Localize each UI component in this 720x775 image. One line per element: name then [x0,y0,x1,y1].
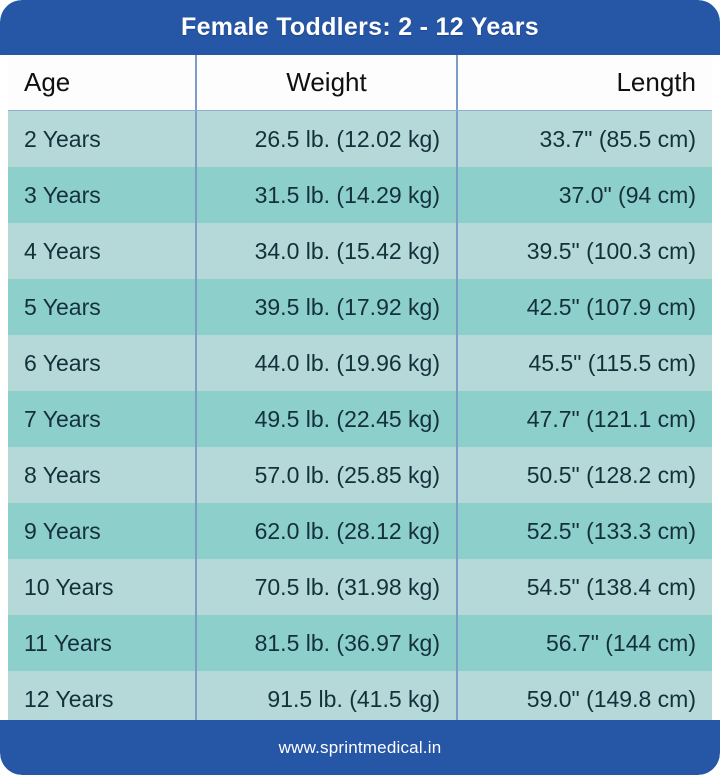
cell-length: 56.7" (144 cm) [456,615,712,671]
table-row: 8 Years 57.0 lb. (25.85 kg) 50.5" (128.2… [8,447,712,503]
table-row: 12 Years 91.5 lb. (41.5 kg) 59.0" (149.8… [8,671,712,727]
cell-age: 12 Years [24,685,114,712]
table-wrapper: Age Weight Length 2 Years 26.5 lb. (12.0… [0,55,720,727]
cell-length: 47.7" (121.1 cm) [456,391,712,447]
cell-weight: 31.5 lb. (14.29 kg) [195,167,456,223]
cell-length: 52.5" (133.3 cm) [456,503,712,559]
cell-age: 11 Years [24,629,112,656]
cell-length: 42.5" (107.9 cm) [456,279,712,335]
cell-length: 37.0" (94 cm) [456,167,712,223]
cell-length: 33.7" (85.5 cm) [456,111,712,167]
cell-age: 7 Years [24,405,101,432]
page-title: Female Toddlers: 2 - 12 Years [181,13,539,41]
table-row: 5 Years 39.5 lb. (17.92 kg) 42.5" (107.9… [8,279,712,335]
cell-age: 6 Years [24,349,101,376]
cell-age: 2 Years [24,125,101,152]
cell-length: 45.5" (115.5 cm) [456,335,712,391]
cell-age: 9 Years [24,517,101,544]
cell-weight: 91.5 lb. (41.5 kg) [195,671,456,727]
column-header-weight: Weight [195,55,456,110]
title-bar: Female Toddlers: 2 - 12 Years [0,0,720,55]
column-header-age: Age [24,67,71,97]
cell-weight: 62.0 lb. (28.12 kg) [195,503,456,559]
table-row: 3 Years 31.5 lb. (14.29 kg) 37.0" (94 cm… [8,167,712,223]
cell-weight: 34.0 lb. (15.42 kg) [195,223,456,279]
website-url[interactable]: www.sprintmedical.in [278,737,442,757]
cell-age: 8 Years [24,461,101,488]
cell-age: 10 Years [24,573,114,600]
table-row: 4 Years 34.0 lb. (15.42 kg) 39.5" (100.3… [8,223,712,279]
table-row: 11 Years 81.5 lb. (36.97 kg) 56.7" (144 … [8,615,712,671]
table-row: 6 Years 44.0 lb. (19.96 kg) 45.5" (115.5… [8,335,712,391]
cell-age: 4 Years [24,237,101,264]
cell-weight: 70.5 lb. (31.98 kg) [195,559,456,615]
growth-table: Age Weight Length 2 Years 26.5 lb. (12.0… [0,55,720,727]
cell-length: 59.0" (149.8 cm) [456,671,712,727]
table-header-row: Age Weight Length [8,55,712,111]
cell-weight: 39.5 lb. (17.92 kg) [195,279,456,335]
column-header-length: Length [456,55,712,110]
cell-weight: 81.5 lb. (36.97 kg) [195,615,456,671]
table-row: 10 Years 70.5 lb. (31.98 kg) 54.5" (138.… [8,559,712,615]
cell-weight: 57.0 lb. (25.85 kg) [195,447,456,503]
cell-length: 50.5" (128.2 cm) [456,447,712,503]
cell-length: 54.5" (138.4 cm) [456,559,712,615]
cell-weight: 44.0 lb. (19.96 kg) [195,335,456,391]
footer-bar: www.sprintmedical.in [0,720,720,775]
table-row: 9 Years 62.0 lb. (28.12 kg) 52.5" (133.3… [8,503,712,559]
cell-weight: 49.5 lb. (22.45 kg) [195,391,456,447]
table-row: 7 Years 49.5 lb. (22.45 kg) 47.7" (121.1… [8,391,712,447]
cell-age: 5 Years [24,293,101,320]
cell-length: 39.5" (100.3 cm) [456,223,712,279]
table-row: 2 Years 26.5 lb. (12.02 kg) 33.7" (85.5 … [8,111,712,167]
cell-weight: 26.5 lb. (12.02 kg) [195,111,456,167]
cell-age: 3 Years [24,181,101,208]
